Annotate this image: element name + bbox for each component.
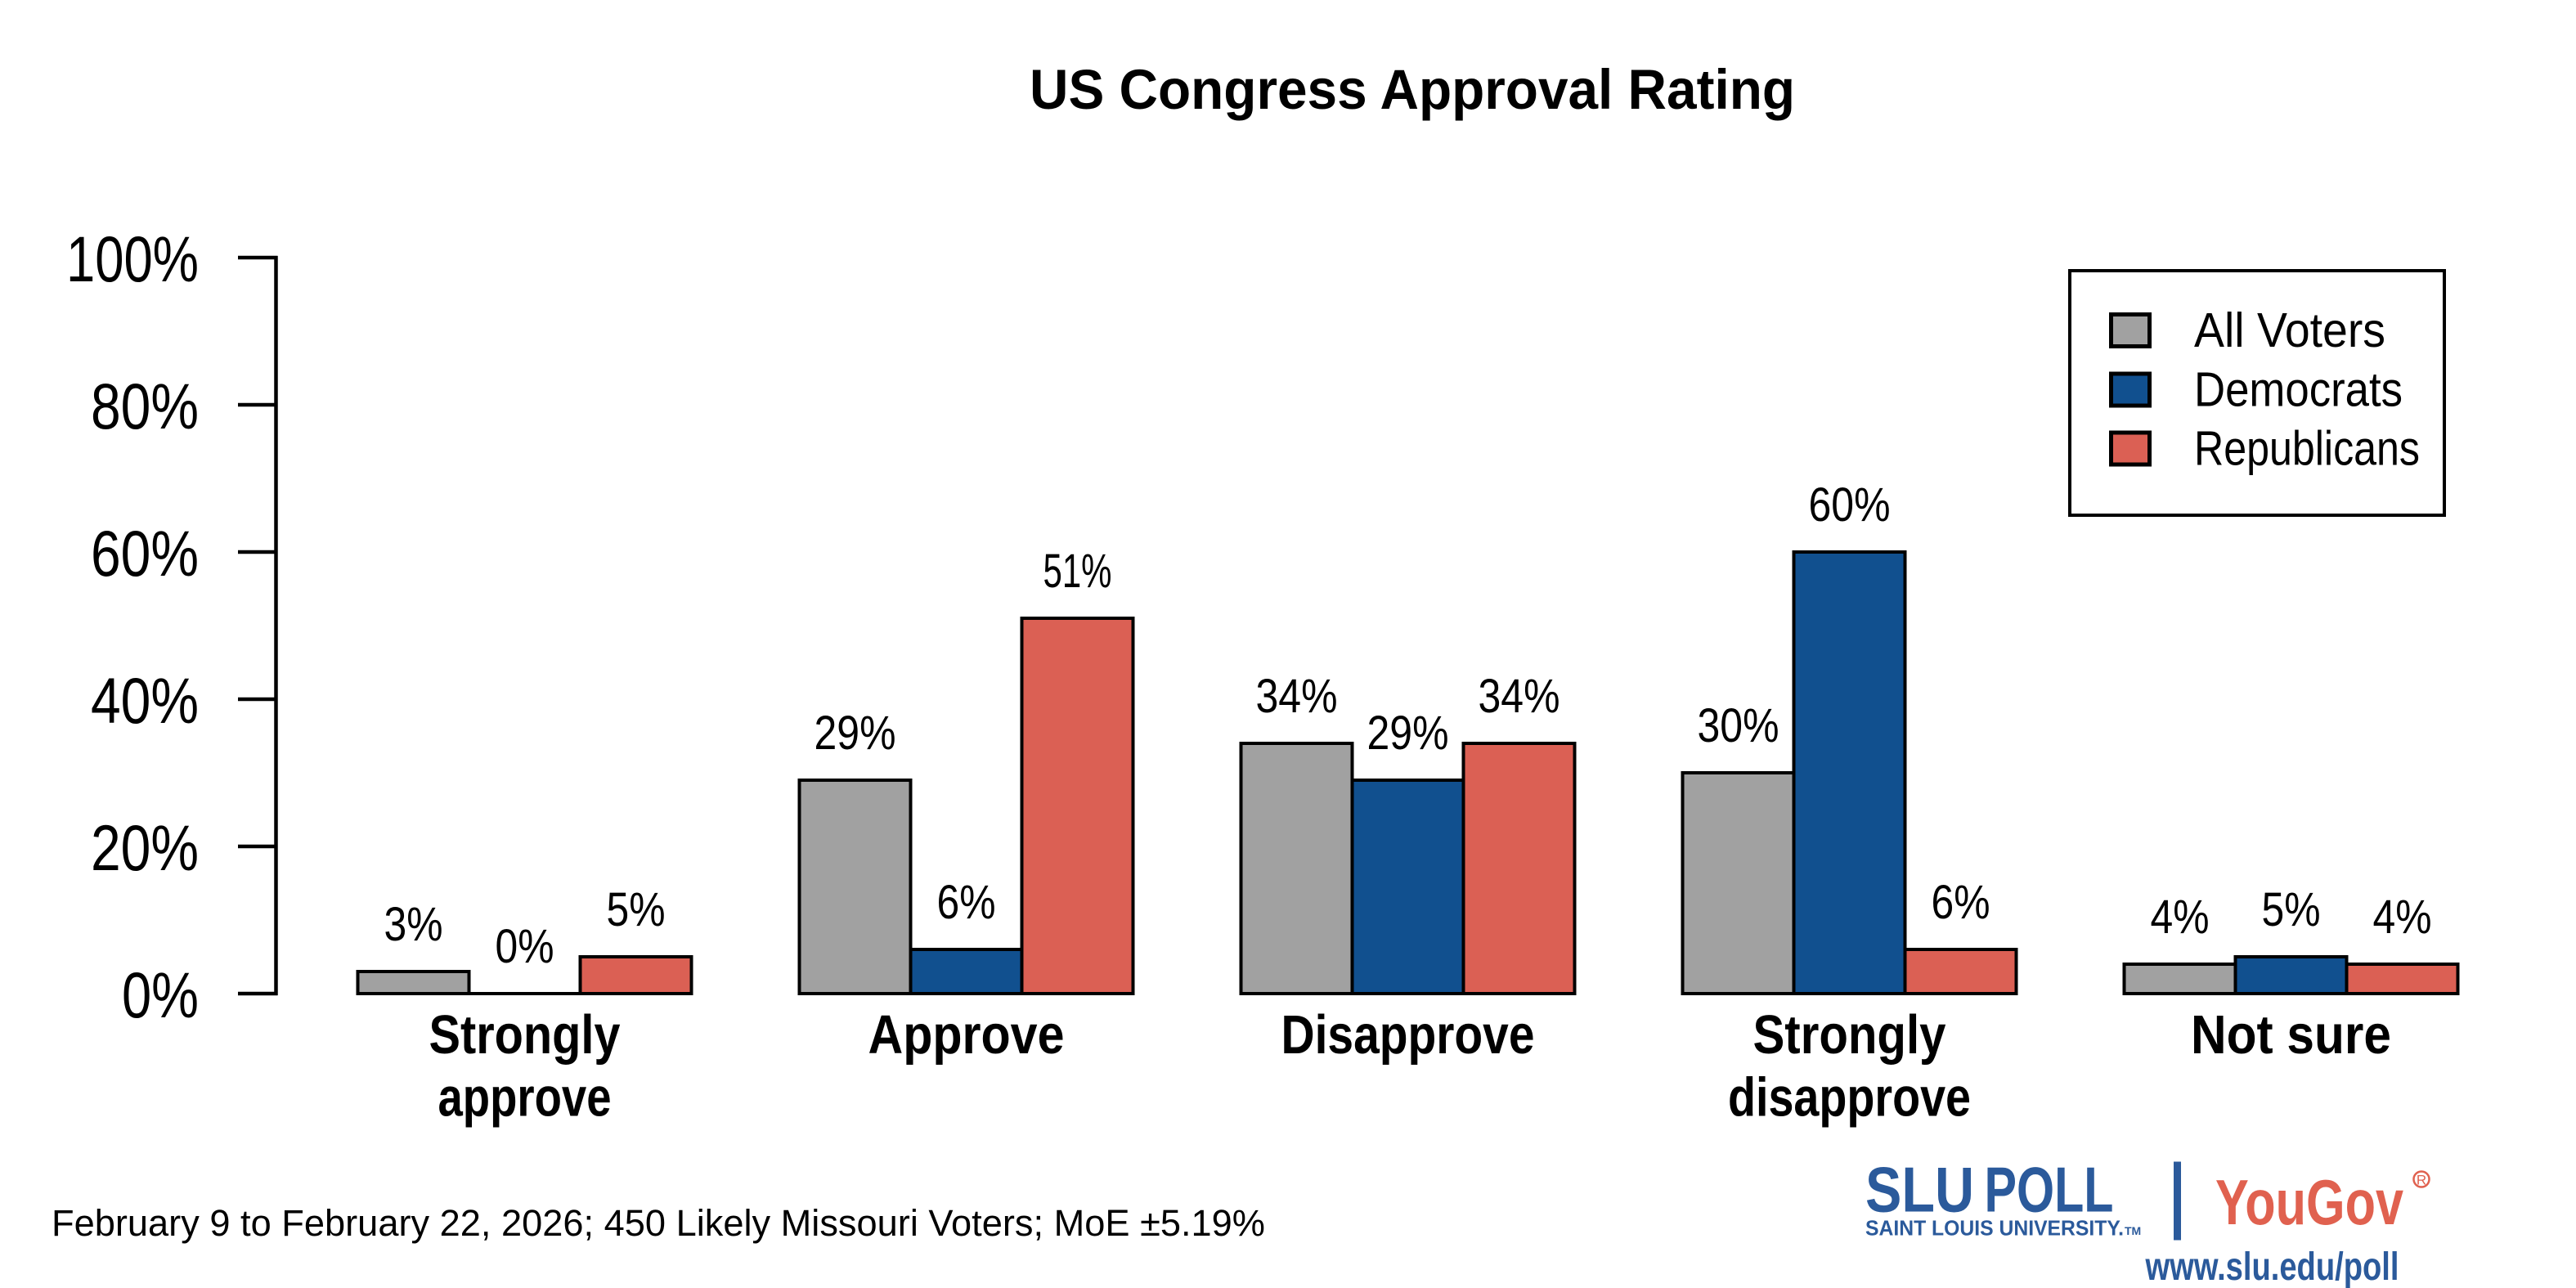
svg-text:30%: 30% bbox=[1698, 699, 1779, 752]
svg-text:60%: 60% bbox=[1809, 478, 1891, 532]
svg-text:Strongly: Strongly bbox=[429, 1004, 621, 1066]
svg-text:approve: approve bbox=[438, 1067, 612, 1129]
svg-text:5%: 5% bbox=[607, 883, 666, 936]
svg-text:60%: 60% bbox=[91, 517, 199, 590]
svg-text:5%: 5% bbox=[2262, 883, 2321, 936]
svg-text:100%: 100% bbox=[66, 222, 199, 295]
svg-text:Republicans: Republicans bbox=[2194, 422, 2420, 476]
svg-text:Disapprove: Disapprove bbox=[1281, 1004, 1535, 1066]
svg-text:disapprove: disapprove bbox=[1728, 1067, 1971, 1129]
svg-text:Not sure: Not sure bbox=[2191, 1004, 2391, 1066]
svg-text:34%: 34% bbox=[1256, 670, 1338, 723]
svg-text:February 9 to February 22, 202: February 9 to February 22, 2026; 450 Lik… bbox=[52, 1202, 1265, 1244]
svg-text:SLU: SLU bbox=[1865, 1154, 1974, 1226]
svg-text:R: R bbox=[2417, 1173, 2426, 1188]
svg-text:3%: 3% bbox=[384, 898, 443, 951]
svg-text:20%: 20% bbox=[91, 811, 199, 884]
svg-text:29%: 29% bbox=[815, 707, 896, 760]
svg-text:29%: 29% bbox=[1367, 707, 1449, 760]
svg-text:www.slu.edu/poll: www.slu.edu/poll bbox=[2145, 1245, 2399, 1288]
svg-text:US Congress Approval Rating: US Congress Approval Rating bbox=[1030, 58, 1795, 121]
svg-text:Strongly: Strongly bbox=[1753, 1004, 1946, 1066]
svg-text:6%: 6% bbox=[937, 876, 996, 929]
svg-text:4%: 4% bbox=[2373, 891, 2432, 944]
svg-text:0%: 0% bbox=[496, 920, 554, 973]
svg-text:SAINT LOUIS UNIVERSITY.: SAINT LOUIS UNIVERSITY. bbox=[1865, 1216, 2124, 1241]
svg-text:51%: 51% bbox=[1043, 545, 1112, 598]
svg-text:Democrats: Democrats bbox=[2194, 363, 2403, 417]
svg-text:34%: 34% bbox=[1479, 670, 1560, 723]
svg-text:Approve: Approve bbox=[868, 1004, 1065, 1066]
svg-text:TM: TM bbox=[2125, 1224, 2141, 1237]
svg-text:0%: 0% bbox=[122, 958, 199, 1031]
svg-text:4%: 4% bbox=[2151, 891, 2210, 944]
svg-text:YouGov: YouGov bbox=[2215, 1166, 2403, 1238]
svg-text:6%: 6% bbox=[1932, 876, 1990, 929]
svg-text:40%: 40% bbox=[91, 664, 199, 737]
svg-text:POLL: POLL bbox=[1985, 1154, 2114, 1226]
svg-text:80%: 80% bbox=[91, 370, 199, 442]
svg-text:All Voters: All Voters bbox=[2194, 303, 2385, 357]
